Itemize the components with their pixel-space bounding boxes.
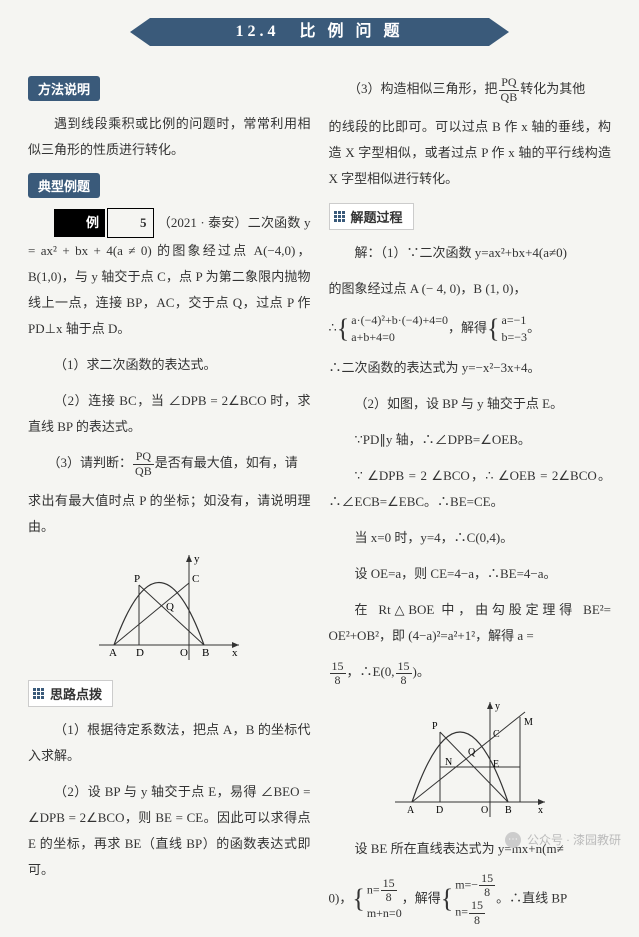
example-q1: （1）求二次函数的表达式。	[28, 352, 311, 378]
example-q3: （3）请判断：PQQB是否有最大值，如有，请	[28, 450, 311, 478]
svg-text:x: x	[232, 647, 238, 659]
svg-text:C: C	[192, 573, 199, 585]
dotted-icon	[33, 688, 44, 699]
figure-2: P Q C M N E A D O B x y	[329, 697, 612, 822]
svg-text:E: E	[493, 759, 499, 770]
figure-1: P Q C A D O B x y	[28, 550, 311, 665]
sol-2c: ∵ ∠DPB = 2 ∠BCO，∴ ∠OEB = 2∠BCO。∴∠ECB=∠EB…	[329, 463, 612, 515]
svg-text:y: y	[495, 701, 500, 712]
thought-label: 思路点拨	[28, 680, 113, 707]
watermark: ⋯ 公众号 · 漆园教研	[505, 831, 621, 848]
equation-system-2: { n=158 m+n=0	[352, 877, 401, 921]
q3-part-b: 是否有最大值，如有，请	[155, 455, 298, 470]
example-number: 5	[107, 208, 154, 238]
svg-text:P: P	[134, 573, 140, 585]
dotted-icon-2	[334, 211, 345, 222]
parabola-figure-2: P Q C M N E A D O B x y	[390, 697, 550, 822]
sol-system-2: 0)， { n=158 m+n=0 ，解得 { m=−158 n=158 。∴直…	[329, 872, 612, 927]
chapter-banner: 12.4 比 例 问 题	[0, 18, 639, 56]
thought-1: （1）根据待定系数法，把点 A，B 的坐标代入求解。	[28, 717, 311, 769]
solution-label-text: 解题过程	[351, 207, 403, 226]
equation-system-1r: { a=−1b=−3	[487, 312, 527, 346]
sol-2a: （2）如图，设 BP 与 y 轴交于点 E。	[329, 391, 612, 417]
sol-system-1: ∴ { a·(−4)²+b·(−4)+4=0a+b+4=0 ，解得 { a=−1…	[329, 312, 612, 346]
svg-text:B: B	[505, 805, 512, 816]
svg-text:P: P	[432, 721, 438, 732]
equation-system-1: { a·(−4)²+b·(−4)+4=0a+b+4=0	[337, 312, 448, 346]
fraction-pqqb-2: PQQB	[499, 76, 520, 103]
frac-15-8-b: 158	[396, 660, 412, 687]
svg-text:B: B	[202, 647, 209, 659]
sol-1a: 解：（1）∵二次函数 y=ax²+bx+4(a≠0)	[329, 240, 612, 266]
svg-text:A: A	[109, 647, 117, 659]
thought-3: （3）构造相似三角形，把PQQB转化为其他	[329, 76, 612, 104]
svg-text:D: D	[436, 805, 443, 816]
example-stem: 例5（2021 · 泰安）二次函数 y = ax² + bx + 4(a ≠ 0…	[28, 208, 311, 342]
wechat-icon: ⋯	[505, 832, 521, 848]
sol-2b: ∵PD∥y 轴，∴∠DPB=∠OEB。	[329, 427, 612, 453]
left-column: 方法说明 遇到线段乘积或比例的问题时，常常利用相似三角形的性质进行转化。 典型例…	[28, 76, 311, 937]
parabola-figure-1: P Q C A D O B x y	[94, 550, 244, 665]
right-column: （3）构造相似三角形，把PQQB转化为其他 的线段的比即可。可以过点 B 作 x…	[329, 76, 612, 937]
thought-label-text: 思路点拨	[50, 684, 102, 703]
svg-text:x: x	[538, 805, 543, 816]
svg-text:C: C	[493, 729, 500, 740]
equation-system-2r: { m=−158 n=158	[441, 872, 496, 927]
frac-15-8-a: 158	[330, 660, 346, 687]
thought-3c: 的线段的比即可。可以过点 B 作 x 轴的垂线，构造 X 字型相似，或者过点 P…	[329, 114, 612, 192]
svg-text:Q: Q	[468, 747, 476, 758]
example-q2: （2）连接 BC，当 ∠DPB = 2∠BCO 时，求直线 BP 的表达式。	[28, 388, 311, 440]
sol-2e: 设 OE=a，则 CE=4−a，∴BE=4−a。	[329, 561, 612, 587]
svg-text:D: D	[136, 647, 144, 659]
method-label: 方法说明	[28, 76, 100, 101]
example-q3c: 求出有最大值时点 P 的坐标；如没有，请说明理由。	[28, 488, 311, 540]
svg-text:M: M	[524, 717, 533, 728]
sol-2f: 在 Rt△BOE 中，由勾股定理得 BE²= OE²+OB²，即 (4−a)²=…	[329, 597, 612, 649]
solution-label: 解题过程	[329, 203, 414, 230]
svg-text:N: N	[445, 757, 452, 768]
page-columns: 方法说明 遇到线段乘积或比例的问题时，常常利用相似三角形的性质进行转化。 典型例…	[0, 56, 639, 937]
watermark-text: 公众号 · 漆园教研	[527, 831, 621, 848]
sol-1c: ∴二次函数的表达式为 y=−x²−3x+4。	[329, 355, 612, 381]
svg-text:A: A	[407, 805, 415, 816]
banner-title: 12.4 比 例 问 题	[0, 18, 639, 46]
method-text: 遇到线段乘积或比例的问题时，常常利用相似三角形的性质进行转化。	[28, 111, 311, 163]
thought-2: （2）设 BP 与 y 轴交于点 E，易得 ∠BEO = ∠DPB = 2∠BC…	[28, 779, 311, 883]
svg-text:O: O	[180, 647, 188, 659]
example-badge: 例	[54, 209, 105, 237]
sol-2d: 当 x=0 时，y=4，∴C(0,4)。	[329, 525, 612, 551]
example-label: 典型例题	[28, 173, 100, 198]
svg-text:Q: Q	[166, 601, 174, 613]
svg-text:y: y	[194, 553, 200, 565]
svg-text:O: O	[481, 805, 488, 816]
q3-part-a: （3）请判断：	[54, 455, 132, 470]
fraction-pqqb: PQQB	[133, 450, 154, 477]
sol-2g: 158，∴E(0,158)。	[329, 659, 612, 687]
sol-1b: 的图象经过点 A (− 4, 0)，B (1, 0)，	[329, 276, 612, 302]
